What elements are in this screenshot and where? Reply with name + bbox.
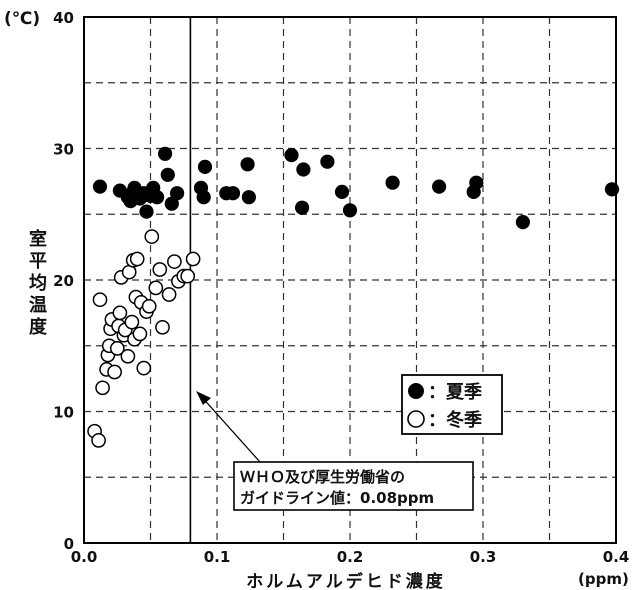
winter-data-point — [180, 268, 196, 284]
summer-data-point — [170, 186, 185, 201]
legend-label-summer: ：夏季 — [428, 382, 482, 403]
y-axis-title-char: 平 — [29, 251, 47, 272]
winter-data-point — [167, 254, 182, 269]
summer-data-point — [158, 146, 173, 161]
x-tick-label: 0.1 — [204, 548, 231, 566]
annotation-line-2: ガイドライン値：0.08ppm — [240, 489, 434, 507]
winter-data-point — [155, 319, 170, 335]
winter-data-point — [141, 298, 157, 314]
x-axis-title: ホルムアルデヒド濃度 — [246, 571, 446, 590]
y-axis-title-char: 室 — [29, 228, 47, 250]
summer-data-point — [150, 190, 165, 205]
annotation-box — [233, 461, 474, 511]
y-tick-label: 0 — [64, 535, 74, 553]
x-tick-label: 0.4 — [603, 548, 630, 566]
summer-data-point — [295, 200, 310, 215]
winter-data-point — [144, 229, 160, 244]
winter-data-point — [92, 292, 108, 308]
legend: ：夏季 ：冬季 — [401, 374, 503, 435]
winter-data-point — [161, 287, 177, 302]
annotation-arrow — [199, 394, 261, 463]
y-axis-unit: (℃) — [4, 9, 40, 29]
y-axis-title-char: 温 — [29, 295, 47, 316]
summer-data-point — [284, 148, 299, 163]
data-markers — [87, 146, 620, 448]
x-tick-label: 0.0 — [71, 548, 98, 566]
summer-data-point — [432, 179, 447, 194]
y-tick-label: 40 — [53, 9, 74, 27]
summer-data-point — [160, 167, 175, 182]
summer-data-point — [469, 175, 484, 190]
winter-data-point — [91, 433, 106, 448]
x-tick-label: 0.3 — [470, 548, 497, 566]
winter-data-point — [152, 262, 168, 277]
grid-lines — [84, 17, 616, 543]
plot-frame — [83, 16, 617, 544]
winter-data-point — [124, 314, 140, 330]
summer-data-point — [334, 184, 350, 199]
summer-data-point — [241, 190, 256, 205]
axis-ticks: 0.0 0.1 0.2 0.3 0.4 0 10 20 30 40 — [53, 9, 629, 566]
winter-data-point — [95, 380, 110, 396]
annotation-line-1: ＷＨＯ及び厚生労働省の — [240, 468, 405, 486]
summer-data-point — [197, 159, 213, 174]
summer-data-point — [385, 175, 400, 190]
summer-data-point — [515, 215, 531, 230]
summer-data-point — [196, 190, 211, 205]
y-tick-label: 30 — [53, 141, 74, 159]
x-tick-label: 0.2 — [337, 548, 364, 566]
summer-data-point — [139, 204, 154, 219]
legend-marker-summer — [408, 383, 424, 399]
winter-data-point — [129, 251, 145, 267]
summer-data-point — [296, 162, 311, 177]
legend-label-winter: ：冬季 — [428, 409, 482, 431]
y-tick-label: 20 — [53, 272, 74, 290]
winter-data-point — [120, 348, 136, 364]
summer-data-point — [225, 186, 241, 201]
winter-data-point — [109, 341, 125, 356]
annotation-arrowhead — [196, 391, 211, 405]
winter-data-point — [112, 305, 128, 321]
summer-data-point — [92, 179, 108, 194]
winter-data-point — [185, 251, 201, 267]
legend-marker-winter — [407, 410, 425, 428]
y-axis-title-char: 均 — [29, 272, 47, 294]
winter-data-point — [132, 326, 148, 342]
summer-data-point — [320, 154, 335, 169]
y-axis-title-char: 度 — [29, 316, 48, 338]
winter-data-point — [107, 364, 122, 380]
winter-data-point — [148, 280, 164, 296]
winter-data-point — [136, 360, 152, 376]
x-axis-unit: (ppm) — [578, 570, 629, 588]
summer-data-point — [240, 157, 255, 172]
summer-data-point — [342, 203, 358, 218]
y-tick-label: 10 — [53, 404, 74, 422]
